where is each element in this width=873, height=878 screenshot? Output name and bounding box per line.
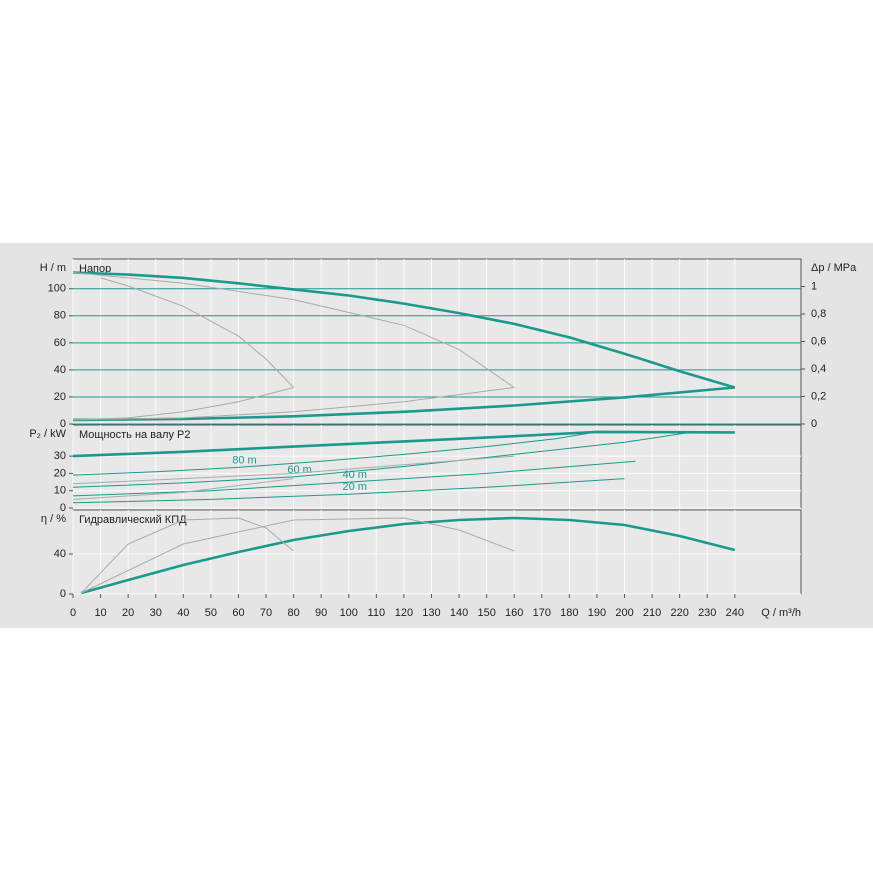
x-tick-label: 40 (177, 607, 189, 619)
curve (72, 271, 736, 389)
y-tick-label: 0 (60, 502, 66, 514)
x-tick-label: 220 (670, 607, 688, 619)
x-tick-label: 190 (588, 607, 606, 619)
x-tick-label: 120 (395, 607, 413, 619)
x-tick-label: 180 (560, 607, 578, 619)
y-axis-label: P₂ / kW (29, 428, 66, 440)
y-tick-label: 20 (54, 391, 66, 403)
x-tick-label: 130 (422, 607, 440, 619)
x-tick-label: 80 (287, 607, 299, 619)
y-tick-label: 20 (54, 467, 66, 479)
curve-label: 80 m (232, 454, 256, 466)
x-tick-label: 90 (315, 607, 327, 619)
curve (72, 386, 735, 422)
curve (72, 455, 515, 485)
x-tick-label: 170 (533, 607, 551, 619)
curve (72, 387, 294, 421)
y-tick-label: 0 (60, 418, 66, 430)
y2-tick-label: 0,2 (811, 390, 826, 402)
curve (72, 478, 625, 504)
y2-tick-label: 0,4 (811, 363, 826, 375)
x-tick-label: 160 (505, 607, 523, 619)
y-axis-label: H / m (40, 262, 66, 274)
x-tick-label: 60 (232, 607, 244, 619)
x-tick-label: 100 (340, 607, 358, 619)
curve (72, 272, 515, 388)
y-tick-label: 40 (54, 548, 66, 560)
y2-axis-label: Δp / MPa (811, 262, 857, 274)
y2-tick-label: 0,8 (811, 308, 826, 320)
x-tick-label: 150 (477, 607, 495, 619)
curve (100, 277, 294, 388)
curve (72, 460, 636, 497)
y-tick-label: 100 (48, 283, 66, 295)
x-tick-label: 140 (450, 607, 468, 619)
y-tick-label: 0 (60, 588, 66, 600)
y2-tick-label: 0 (811, 418, 817, 430)
curve-label: 20 m (343, 481, 367, 493)
y-axis-label: η / % (41, 513, 66, 525)
x-tick-label: 240 (726, 607, 744, 619)
curve (80, 517, 294, 594)
y-tick-label: 40 (54, 364, 66, 376)
x-tick-label: 210 (643, 607, 661, 619)
x-tick-label: 20 (122, 607, 134, 619)
x-tick-label: 30 (150, 607, 162, 619)
x-tick-label: 70 (260, 607, 272, 619)
x-tick-label: 110 (368, 607, 386, 619)
y-tick-label: 10 (54, 485, 66, 497)
y2-tick-label: 1 (811, 280, 817, 292)
y-tick-label: 80 (54, 310, 66, 322)
y-tick-label: 60 (54, 337, 66, 349)
curve (72, 431, 597, 476)
x-tick-label: 200 (615, 607, 633, 619)
curve-label: 40 m (343, 469, 367, 481)
x-tick-label: 0 (70, 607, 76, 619)
curve (72, 431, 694, 488)
curve (72, 387, 515, 421)
plot-area (72, 258, 802, 425)
panel-title: Гидравлический КПД (79, 514, 187, 526)
curve (72, 478, 294, 500)
x-tick-label: 230 (698, 607, 716, 619)
curve (80, 516, 736, 595)
x-tick-label: 50 (205, 607, 217, 619)
y-tick-label: 30 (54, 450, 66, 462)
curve (81, 517, 515, 594)
x-tick-label: 10 (94, 607, 106, 619)
panel-title: Мощность на валу P2 (79, 429, 191, 441)
y2-tick-label: 0,6 (811, 335, 826, 347)
x-axis-label: Q / m³/h (761, 607, 801, 619)
